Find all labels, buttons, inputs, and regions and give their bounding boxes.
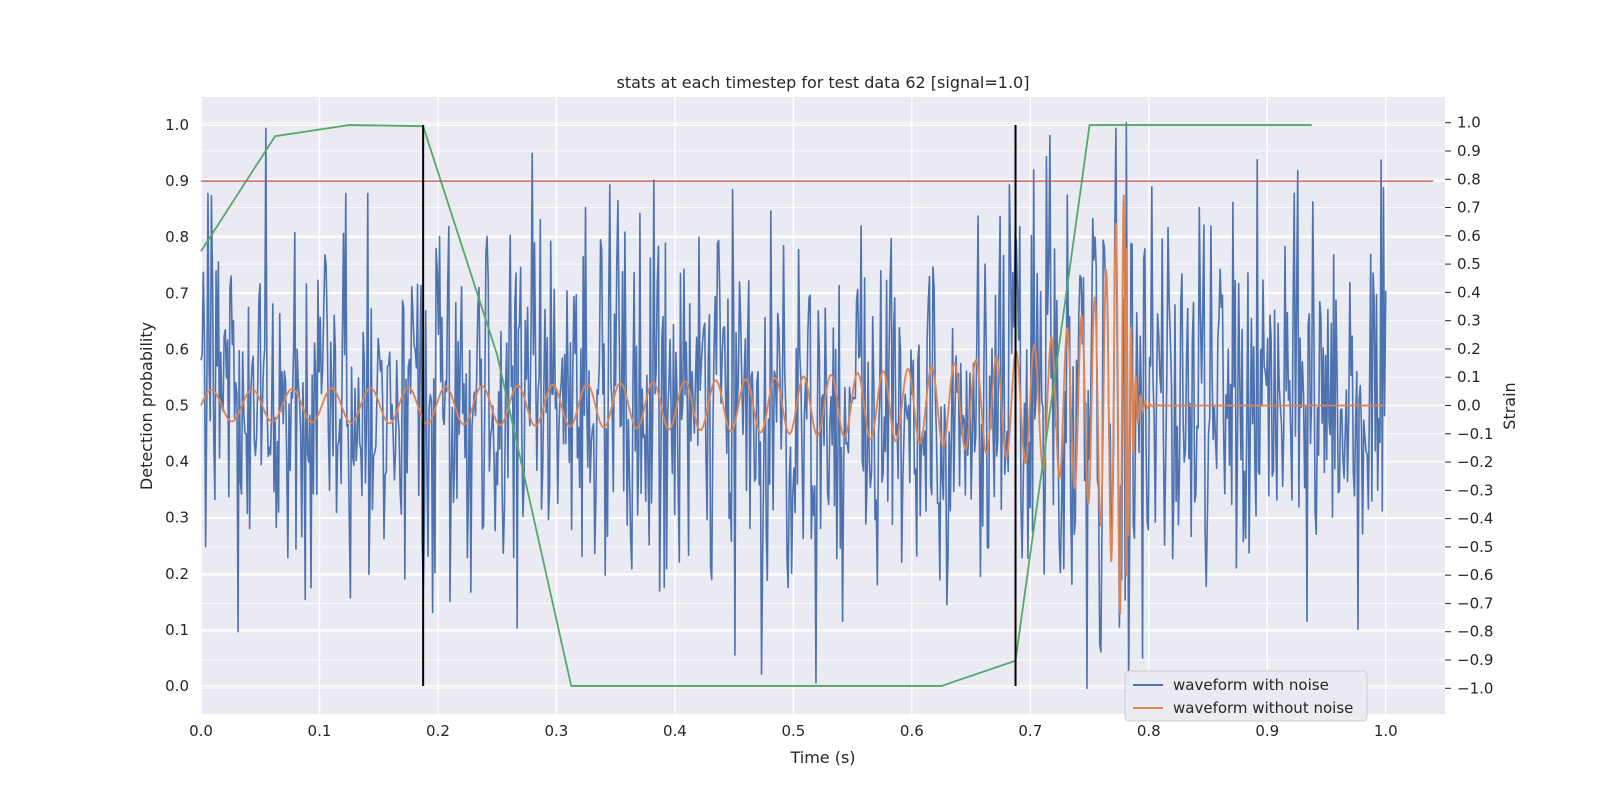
y-left-axis-label: Detection probability — [137, 322, 156, 490]
y-right-tick-label: −0.8 — [1457, 623, 1493, 641]
x-tick-label: 0.5 — [781, 722, 805, 740]
series-waveform-without-noise — [200, 194, 1386, 615]
y-right-axis-label: Strain — [1500, 382, 1519, 429]
y-right-tick-label: 0.9 — [1457, 142, 1481, 160]
y-left-tick-label: 0.0 — [165, 677, 189, 695]
waveform-with-noise-line — [200, 121, 1387, 690]
x-tick-label: 0.1 — [308, 722, 332, 740]
y-right-tick-label: −0.5 — [1457, 538, 1493, 556]
y-right-tick-label: 0.2 — [1457, 340, 1481, 358]
y-left-tick-label: 0.3 — [165, 509, 189, 527]
y-left-tick-label: 0.9 — [165, 172, 189, 190]
y-right-tick-label: −0.1 — [1457, 425, 1493, 443]
y-right-tick-label: 0.7 — [1457, 199, 1481, 217]
y-right-tick-label: 0.5 — [1457, 255, 1481, 273]
x-axis-label: Time (s) — [789, 748, 855, 767]
x-tick-label: 1.0 — [1374, 722, 1398, 740]
x-tick-label: 0.4 — [663, 722, 687, 740]
y-right-tick-label: −0.2 — [1457, 453, 1493, 471]
y-right-tick-label: −0.4 — [1457, 510, 1493, 528]
detection-probability-line — [200, 124, 1312, 687]
y-left-tick-label: 0.8 — [165, 228, 189, 246]
event-markers — [422, 125, 1017, 686]
x-tick-label: 0.2 — [426, 722, 450, 740]
legend-box — [1124, 670, 1368, 722]
x-tick-label: 0.9 — [1255, 722, 1279, 740]
y-right-tick-label: 0.6 — [1457, 227, 1481, 245]
legend: waveform with noise waveform without noi… — [1124, 670, 1368, 722]
y-right-tick-label: −0.6 — [1457, 566, 1493, 584]
x-tick-label: 0.8 — [1137, 722, 1161, 740]
y-left-tick-label: 0.6 — [165, 340, 189, 358]
legend-label-waveform-with-noise: waveform with noise — [1173, 676, 1329, 694]
y-right-tick-label: −0.7 — [1457, 594, 1493, 612]
y-left-tick-label: 0.5 — [165, 397, 189, 415]
y-left-tick-label: 0.7 — [165, 284, 189, 302]
y-left-tick-label: 1.0 — [165, 116, 189, 134]
y-left-tick-labels: 0.0 0.1 0.2 0.3 0.4 0.5 0.6 0.7 0.8 0.9 1.0 — [165, 116, 189, 695]
legend-label-waveform-without-noise: waveform without noise — [1173, 699, 1353, 717]
x-tick-label: 0.6 — [900, 722, 924, 740]
x-tick-label: 0.3 — [544, 722, 568, 740]
y-right-tick-label: −1.0 — [1457, 679, 1493, 697]
y-right-tick-labels: −1.0 −0.9 −0.8 −0.7 −0.6 −0.5 −0.4 −0.3 −0.2 −0.1… — [1445, 114, 1493, 697]
y-right-tick-label: −0.9 — [1457, 651, 1493, 669]
y-right-tick-label: 0.4 — [1457, 283, 1481, 301]
x-tick-label: 0.0 — [189, 722, 213, 740]
series-waveform-with-noise — [200, 121, 1387, 690]
y-right-tick-label: 1.0 — [1457, 114, 1481, 132]
y-right-tick-label: 0.3 — [1457, 312, 1481, 330]
y-left-tick-label: 0.2 — [165, 565, 189, 583]
x-tick-label: 0.7 — [1018, 722, 1042, 740]
y-right-tick-label: 0.1 — [1457, 368, 1481, 386]
chart-title: stats at each timestep for test data 62 … — [617, 73, 1030, 92]
y-right-tick-label: 0.0 — [1457, 397, 1481, 415]
x-tick-labels: 0.0 0.1 0.2 0.3 0.4 0.5 0.6 0.7 0.8 0.9 1.0 — [189, 722, 1398, 740]
y-right-tick-label: 0.8 — [1457, 170, 1481, 188]
y-right-tick-label: −0.3 — [1457, 481, 1493, 499]
y-left-tick-label: 0.4 — [165, 453, 189, 471]
waveform-without-noise-line — [200, 194, 1386, 615]
y-left-tick-label: 0.1 — [165, 621, 189, 639]
